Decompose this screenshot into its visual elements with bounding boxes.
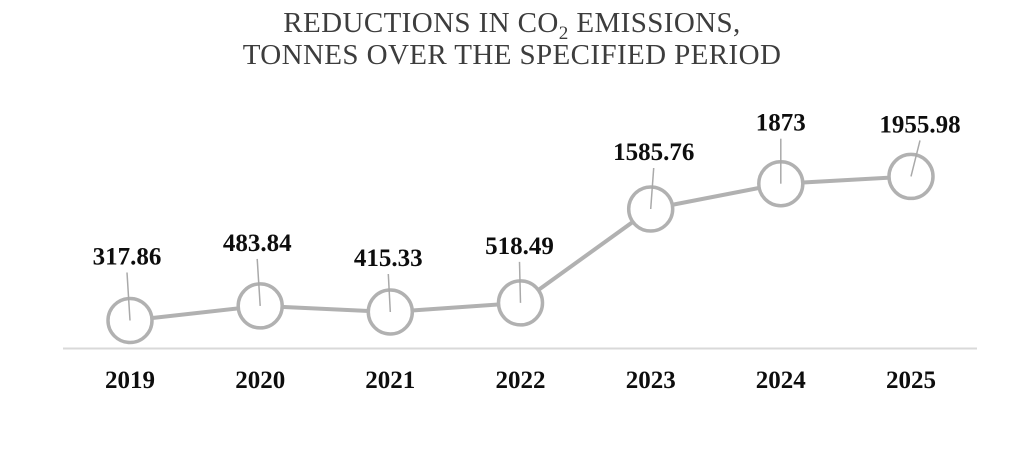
x-axis-tick-label: 2025 <box>886 367 936 394</box>
data-label-leader-line <box>387 273 392 313</box>
chart-title: REDUCTIONS IN CO2 EMISSIONS, TONNES OVER… <box>0 7 1024 71</box>
data-label-leader-line <box>126 272 131 321</box>
x-axis-tick-label: 2022 <box>496 367 546 394</box>
chart-title-subscript: 2 <box>558 22 569 44</box>
chart-title-line2: TONNES OVER THE SPECIFIED PERIOD <box>242 39 782 71</box>
chart-title-line1: REDUCTIONS IN CO2 EMISSIONS, <box>0 7 1024 43</box>
x-axis-tick-label: 2024 <box>756 367 807 394</box>
data-point-label: 518.49 <box>485 233 554 260</box>
data-point-label: 317.86 <box>93 244 162 271</box>
data-point-label: 1873 <box>756 110 806 137</box>
x-axis-tick-label: 2019 <box>105 367 155 394</box>
x-axis-tick-label: 2023 <box>626 367 676 394</box>
data-point-label: 1955.98 <box>879 111 960 138</box>
data-label-leader-line <box>910 140 921 177</box>
chart-title-text: REDUCTIONS IN CO <box>283 7 559 39</box>
x-axis-tick-label: 2021 <box>365 367 415 394</box>
data-point-label: 1585.76 <box>613 139 694 166</box>
data-point-label: 415.33 <box>354 245 423 272</box>
chart-title-text: EMISSIONS, <box>568 7 741 39</box>
data-label-leader-line <box>256 258 261 306</box>
data-label-leader-line <box>518 261 522 303</box>
x-axis-tick-label: 2020 <box>235 367 285 394</box>
data-label-leader-line <box>649 167 655 210</box>
data-point-label: 483.84 <box>223 230 292 257</box>
